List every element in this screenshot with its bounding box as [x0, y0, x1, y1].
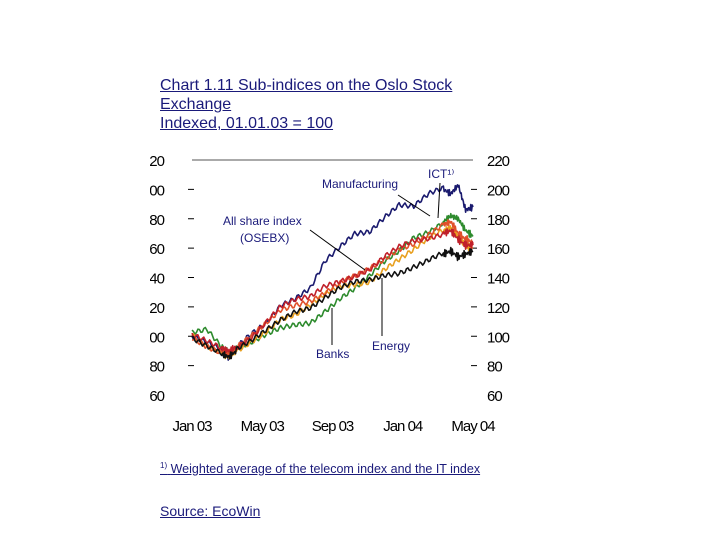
arrow-all-share	[309, 229, 366, 271]
y-tick-label-left: 220	[150, 153, 165, 170]
y-tick-label-left: 120	[150, 300, 165, 317]
y-tick-label-right: 160	[487, 241, 510, 258]
x-tick-label: Sep 03	[312, 418, 354, 435]
annotation-ict: ICT¹⁾	[428, 167, 454, 181]
series-line	[191, 228, 474, 354]
y-tick-label-left: 60	[150, 388, 165, 405]
y-tick-label-right: 200	[487, 182, 510, 199]
y-tick-label-right: 60	[487, 388, 502, 405]
series-line	[191, 246, 474, 360]
line-chart: 60 80 100 120 140 160 180 200 220 60 80 100 120 140 1…	[150, 153, 511, 435]
chart-subtitle: Indexed, 01.01.03 = 100	[160, 115, 334, 132]
y-tick-label-left: 200	[150, 182, 165, 199]
footnote-text: Weighted average of the telecom index an…	[170, 462, 481, 477]
y-tick-label-right: 180	[487, 212, 510, 229]
right-y-ticks: 60 80 100 120 140 160 180 200 220	[471, 153, 511, 405]
source-note: Source: EcoWin	[160, 503, 261, 519]
arrow-manufacturing	[397, 194, 431, 217]
y-tick-label-right: 220	[487, 153, 510, 170]
annotation-banks: Banks	[316, 347, 349, 361]
annotation-osebx: (OSEBX)	[240, 231, 289, 245]
y-tick-label-right: 120	[487, 300, 510, 317]
arrow-ict	[437, 182, 441, 219]
footnote-marker: 1)	[160, 461, 168, 470]
x-tick-label: Jan 03	[172, 418, 212, 435]
footnote: 1) Weighted average of the telecom index…	[160, 458, 490, 477]
y-tick-label-left: 100	[150, 329, 165, 346]
left-y-ticks: 60 80 100 120 140 160 180 200 220	[150, 153, 194, 405]
y-tick-label-left: 140	[150, 271, 165, 288]
y-tick-label-right: 100	[487, 329, 510, 346]
annotations: Manufacturing ICT¹⁾ All share index (OSE…	[223, 167, 454, 361]
series-group	[191, 184, 474, 361]
x-tick-label: May 04	[451, 418, 495, 435]
x-ticks: Jan 03 May 03 Sep 03 Jan 04 May 04	[172, 418, 496, 435]
x-tick-label: May 03	[241, 418, 285, 435]
y-tick-label-left: 80	[150, 359, 165, 376]
y-tick-label-right: 80	[487, 359, 502, 376]
chart-title: Chart 1.11 Sub-indices on the Oslo Stock…	[160, 76, 520, 133]
title-line-1: Chart 1.11 Sub-indices on the Oslo Stock	[160, 77, 453, 94]
title-line-2: Exchange	[160, 96, 232, 113]
series-line	[191, 219, 474, 357]
annotation-energy: Energy	[372, 339, 410, 353]
y-tick-label-left: 180	[150, 212, 165, 229]
y-tick-label-right: 140	[487, 271, 510, 288]
annotation-manufacturing: Manufacturing	[322, 177, 398, 191]
annotation-all-share: All share index	[223, 214, 302, 228]
x-tick-label: Jan 04	[383, 418, 423, 435]
y-tick-label-left: 160	[150, 241, 165, 258]
